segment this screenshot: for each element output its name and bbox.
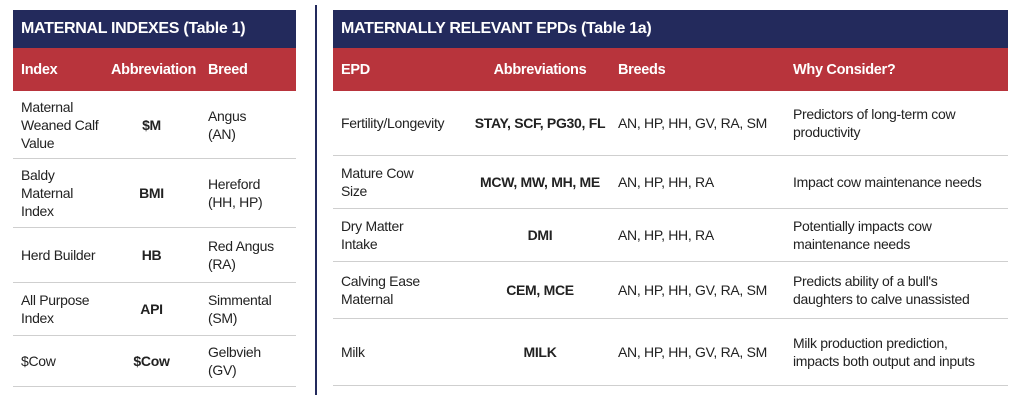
table-row: Calving Ease Maternal CEM, MCE AN, HP, H…: [333, 262, 1008, 319]
table-row: Baldy Maternal Index BMI Hereford (HH, H…: [13, 159, 296, 228]
epd-breeds: AN, HP, HH, RA: [618, 174, 714, 190]
table-header: EPD Abbreviations Breeds Why Consider?: [333, 48, 1008, 91]
epd-why: Predictors of long-term cow productivity: [793, 106, 956, 140]
header-index: Index: [21, 61, 58, 78]
index-abbreviation: $Cow: [133, 353, 170, 369]
epd-name: Fertility/Longevity: [341, 115, 445, 131]
table-row: Maternal Weaned Calf Value $M Angus (AN): [13, 91, 296, 159]
table-row: Herd Builder HB Red Angus (RA): [13, 228, 296, 283]
index-name: $Cow: [21, 353, 56, 369]
header-epd: EPD: [341, 61, 370, 78]
epd-abbreviations: MCW, MW, MH, ME: [480, 174, 600, 190]
index-abbreviation: HB: [141, 247, 162, 263]
epd-abbreviations: DMI: [527, 227, 553, 243]
index-abbreviation: $M: [142, 116, 161, 133]
header-breeds: Breeds: [618, 61, 666, 78]
maternal-indexes-table: MATERNAL INDEXES (Table 1) Index Abbrevi…: [13, 10, 296, 387]
epd-abbreviations: STAY, SCF, PG30, FL: [474, 115, 606, 131]
table-header: Index Abbreviation Breed: [13, 48, 296, 91]
index-breed: Simmental (SM): [208, 292, 272, 326]
header-why: Why Consider?: [793, 61, 896, 78]
index-name: Maternal Weaned Calf Value: [21, 98, 99, 151]
index-breed: Red Angus (RA): [208, 238, 274, 272]
epd-why: Impact cow maintenance needs: [793, 174, 982, 190]
table-row: Milk MILK AN, HP, HH, GV, RA, SM Milk pr…: [333, 319, 1008, 386]
epd-why: Predicts ability of a bull's daughters t…: [793, 273, 970, 307]
index-breed: Gelbvieh (GV): [208, 344, 261, 378]
epd-name: Milk: [341, 344, 365, 360]
index-name: Herd Builder: [21, 247, 96, 263]
epd-name: Calving Ease Maternal: [341, 273, 420, 307]
index-name: Baldy Maternal Index: [21, 167, 74, 219]
table-row: $Cow $Cow Gelbvieh (GV): [13, 336, 296, 387]
header-breed: Breed: [208, 61, 248, 78]
epd-why: Milk production prediction, impacts both…: [793, 335, 975, 369]
epd-breeds: AN, HP, HH, GV, RA, SM: [618, 282, 767, 298]
table-row: Dry Matter Intake DMI AN, HP, HH, RA Pot…: [333, 209, 1008, 262]
maternal-epds-table: MATERNALLY RELEVANT EPDs (Table 1a) EPD …: [333, 10, 1008, 386]
table-title: MATERNAL INDEXES (Table 1): [13, 10, 296, 48]
table-row: Mature Cow Size MCW, MW, MH, ME AN, HP, …: [333, 156, 1008, 209]
epd-abbreviations: CEM, MCE: [506, 282, 574, 298]
epd-breeds: AN, HP, HH, GV, RA, SM: [618, 115, 767, 131]
epd-why: Potentially impacts cow maintenance need…: [793, 218, 932, 252]
epd-name: Mature Cow Size: [341, 165, 414, 199]
index-breed: Hereford (HH, HP): [208, 176, 263, 210]
index-abbreviation: API: [140, 301, 163, 317]
index-breed: Angus (AN): [208, 107, 247, 142]
table-row: Fertility/Longevity STAY, SCF, PG30, FL …: [333, 91, 1008, 156]
epd-abbreviations: MILK: [523, 344, 557, 360]
epd-breeds: AN, HP, HH, GV, RA, SM: [618, 344, 767, 360]
table-row: All Purpose Index API Simmental (SM): [13, 283, 296, 336]
table-title: MATERNALLY RELEVANT EPDs (Table 1a): [333, 10, 1008, 48]
index-name: All Purpose Index: [21, 292, 90, 326]
epd-name: Dry Matter Intake: [341, 218, 404, 252]
header-abbreviation: Abbreviation: [111, 61, 197, 78]
index-abbreviation: BMI: [139, 185, 164, 201]
header-abbreviations: Abbreviations: [493, 61, 587, 78]
divider: [315, 5, 317, 395]
epd-breeds: AN, HP, HH, RA: [618, 227, 714, 243]
